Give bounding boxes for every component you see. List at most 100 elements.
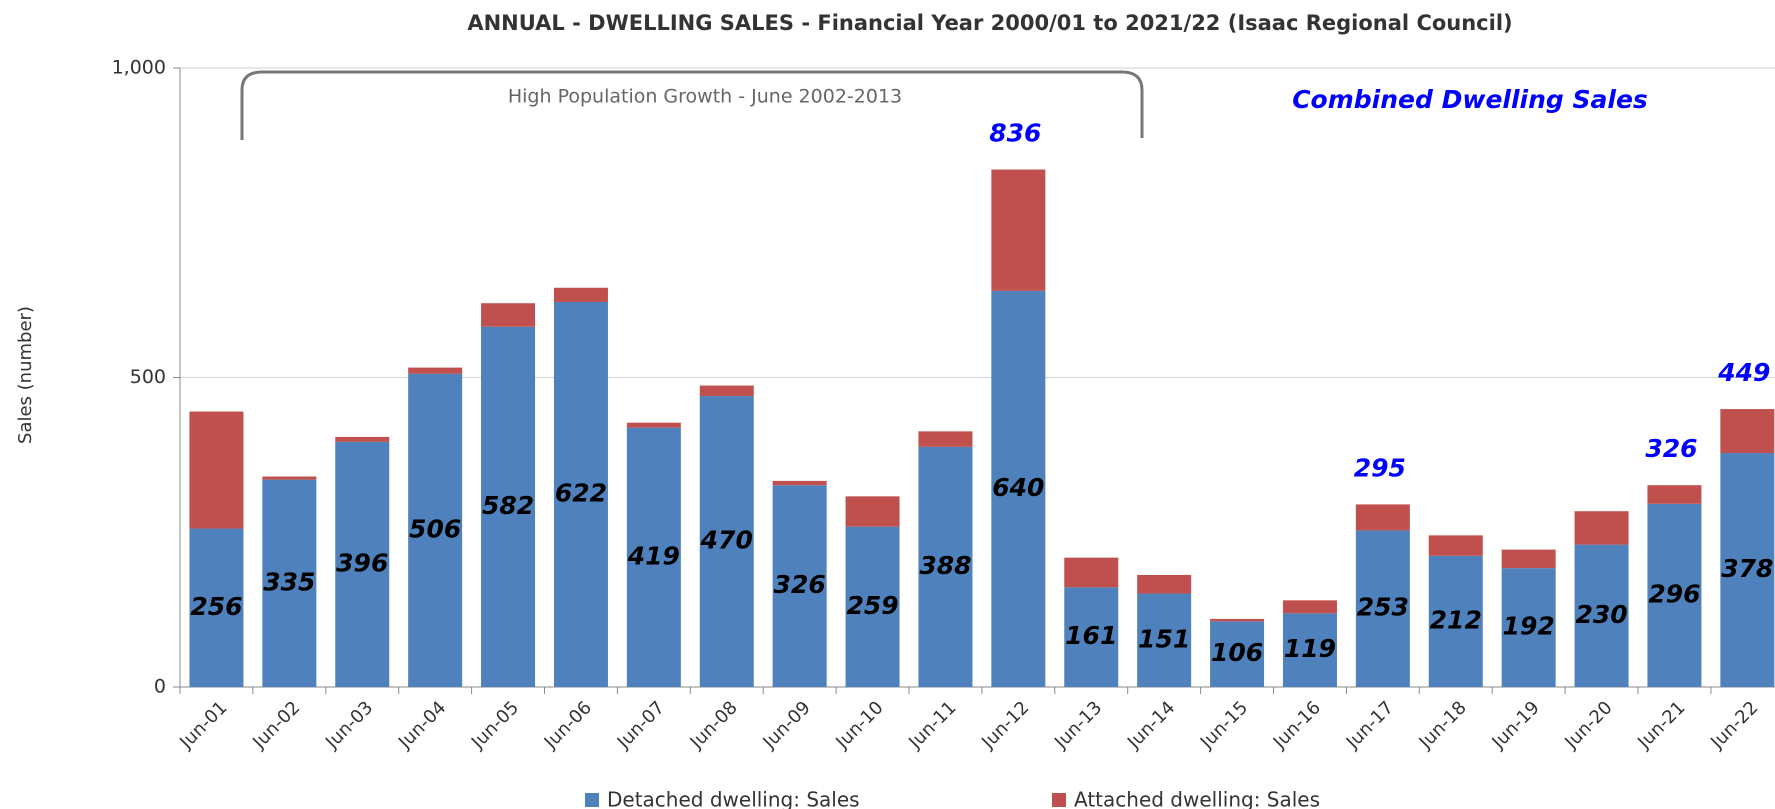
x-tick-label: Jun-16 <box>1269 697 1325 753</box>
data-label: 151 <box>1138 624 1190 653</box>
bar-segment <box>772 480 827 486</box>
data-label: 470 <box>700 526 753 555</box>
x-tick-label: Jun-20 <box>1560 697 1616 753</box>
period-bracket <box>240 70 1144 140</box>
x-tick-label: Jun-06 <box>540 697 596 753</box>
data-label: 212 <box>1430 605 1482 634</box>
bar-segment <box>1137 574 1192 594</box>
x-tick-label: Jun-02 <box>248 697 304 753</box>
data-label: 396 <box>336 548 388 577</box>
total-label: 449 <box>1717 358 1770 387</box>
data-label: 582 <box>482 491 534 520</box>
bar-segment <box>553 301 608 687</box>
x-tick-label: Jun-19 <box>1487 697 1543 753</box>
data-label: 388 <box>919 551 971 580</box>
data-label: 419 <box>627 541 680 570</box>
bar-segment <box>1501 568 1556 687</box>
bar-segment <box>1574 511 1629 545</box>
bar-segment <box>1574 544 1629 687</box>
bar-segment <box>408 373 463 687</box>
series-note: Combined Dwelling Sales <box>1292 85 1648 114</box>
bar-segment <box>1282 613 1337 687</box>
y-tick-label: 500 <box>130 366 166 388</box>
bar-segment <box>262 479 317 687</box>
x-tick-label: Jun-01 <box>175 697 231 753</box>
x-tick-label: Jun-10 <box>831 697 887 753</box>
data-label: 640 <box>992 473 1044 502</box>
bar-segment <box>1282 600 1337 614</box>
bar-segment <box>1428 535 1483 556</box>
bar-segment <box>189 411 244 529</box>
bar-segment <box>626 422 681 428</box>
x-tick-label: Jun-14 <box>1123 697 1179 753</box>
bar-segment <box>553 287 608 302</box>
x-tick-label: Jun-09 <box>758 697 814 753</box>
legend-label: Detached dwelling: Sales <box>607 788 860 809</box>
bar-segment <box>189 528 244 687</box>
x-tick-label: Jun-15 <box>1196 697 1252 753</box>
bar-segment <box>772 485 827 687</box>
bar-segment <box>1647 503 1702 687</box>
chart-title: ANNUAL - DWELLING SALES - Financial Year… <box>467 11 1512 35</box>
bar-segment <box>1720 453 1775 687</box>
x-tick-label: Jun-13 <box>1050 697 1106 753</box>
bar-segment <box>262 476 317 480</box>
total-label: 836 <box>989 119 1041 148</box>
bar-segment <box>918 446 973 687</box>
x-tick-label: Jun-05 <box>467 697 523 753</box>
total-label: 326 <box>1645 434 1697 463</box>
bar-segment <box>626 427 681 687</box>
data-label: 192 <box>1503 612 1555 641</box>
x-tick-label: Jun-12 <box>977 697 1033 753</box>
x-tick-label: Jun-07 <box>613 697 669 753</box>
bar-segment <box>481 326 536 687</box>
y-axis-title: Sales (number) <box>15 306 36 444</box>
y-tick-label: 1,000 <box>112 57 166 79</box>
data-label: 378 <box>1721 554 1773 583</box>
bar-segment <box>1064 557 1119 588</box>
bar-segment <box>1210 621 1265 687</box>
data-label: 326 <box>774 570 826 599</box>
period-note: High Population Growth - June 2002-2013 <box>508 86 902 108</box>
bar-segment <box>1647 485 1702 504</box>
y-tick-label: 0 <box>154 676 166 698</box>
data-label: 256 <box>190 592 242 621</box>
total-label: 295 <box>1354 453 1406 482</box>
x-tick-label: Jun-11 <box>904 697 960 753</box>
legend-swatch <box>1052 793 1066 807</box>
bar-segment <box>991 169 1046 291</box>
bar-segment <box>1355 504 1410 531</box>
x-tick-label: Jun-22 <box>1706 697 1762 753</box>
x-tick-label: Jun-03 <box>321 697 377 753</box>
x-tick-label: Jun-18 <box>1415 697 1471 753</box>
bar-segment <box>408 367 463 374</box>
bar-segment <box>845 496 900 527</box>
data-label: 230 <box>1575 600 1627 629</box>
data-label: 622 <box>555 478 607 507</box>
bar-segment <box>1720 409 1775 454</box>
data-label: 335 <box>263 567 315 596</box>
x-tick-label: Jun-21 <box>1633 697 1689 753</box>
bar-segment <box>335 441 390 687</box>
legend-swatch <box>585 793 599 807</box>
data-label: 506 <box>409 514 461 543</box>
data-label: 106 <box>1211 638 1263 667</box>
data-label: 161 <box>1065 621 1117 650</box>
bar-segment <box>481 303 536 327</box>
bar-segment <box>699 396 754 687</box>
bar-segment <box>991 290 1046 687</box>
bar-segment <box>1428 555 1483 687</box>
bar-segment <box>1210 618 1265 622</box>
data-label: 119 <box>1284 634 1336 663</box>
x-tick-label: Jun-08 <box>686 697 742 753</box>
bar-segment <box>1137 593 1192 687</box>
bar-segment <box>918 431 973 447</box>
bar-segment <box>335 436 390 442</box>
bar-segment <box>699 385 754 397</box>
bar-segment <box>1501 549 1556 569</box>
bar-segment <box>845 526 900 687</box>
x-tick-label: Jun-17 <box>1342 697 1398 753</box>
legend-label: Attached dwelling: Sales <box>1074 788 1320 809</box>
bar-segment <box>1064 587 1119 687</box>
